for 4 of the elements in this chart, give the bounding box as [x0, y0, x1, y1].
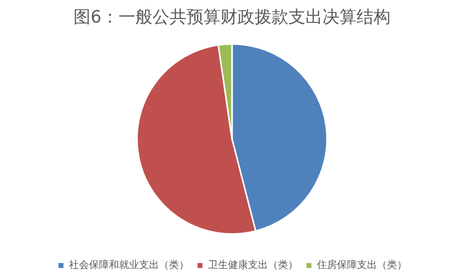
legend-label: 社会保障和就业支出（类） — [69, 258, 189, 272]
legend-label: 住房保障支出（类） — [317, 258, 407, 272]
chart-title: 图6：一般公共预算财政拨款支出决算结构 — [74, 8, 390, 28]
legend-label: 卫生健康支出（类） — [208, 258, 298, 272]
